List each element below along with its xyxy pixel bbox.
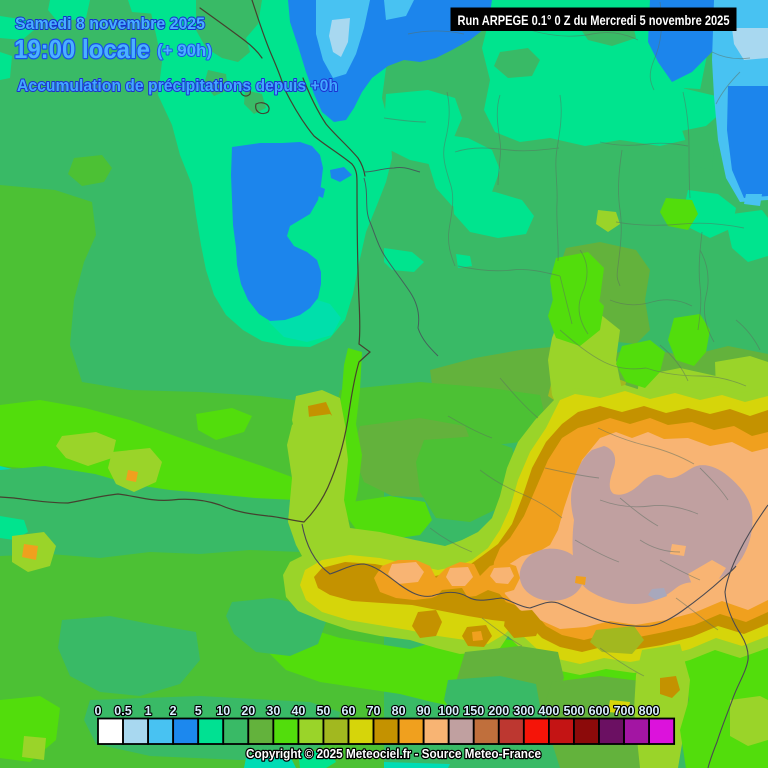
svg-text:2: 2 (170, 704, 177, 718)
svg-text:Copyright © 2025 Meteociel.fr: Copyright © 2025 Meteociel.fr - Source M… (246, 746, 541, 761)
svg-text:60: 60 (342, 704, 356, 718)
svg-text:200: 200 (488, 704, 509, 718)
svg-text:1: 1 (145, 704, 152, 718)
svg-text:10: 10 (216, 704, 230, 718)
svg-text:Accumulation de précipitations: Accumulation de précipitations depuis +0… (17, 77, 338, 95)
svg-text:30: 30 (266, 704, 280, 718)
svg-text:5: 5 (195, 704, 202, 718)
svg-text:300: 300 (513, 704, 534, 718)
svg-text:20: 20 (241, 704, 255, 718)
svg-text:(+ 90h): (+ 90h) (157, 41, 212, 60)
svg-text:600: 600 (589, 704, 610, 718)
svg-text:400: 400 (538, 704, 559, 718)
svg-text:100: 100 (438, 704, 459, 718)
svg-text:500: 500 (564, 704, 585, 718)
svg-text:800: 800 (639, 704, 660, 718)
svg-text:90: 90 (417, 704, 431, 718)
svg-text:Samedi 8 novembre 2025: Samedi 8 novembre 2025 (15, 14, 205, 33)
svg-text:0: 0 (95, 704, 102, 718)
svg-text:0.5: 0.5 (114, 704, 131, 718)
svg-text:50: 50 (316, 704, 330, 718)
svg-text:40: 40 (291, 704, 305, 718)
svg-text:70: 70 (367, 704, 381, 718)
svg-text:80: 80 (392, 704, 406, 718)
svg-text:700: 700 (614, 704, 635, 718)
svg-text:150: 150 (463, 704, 484, 718)
svg-text:Run ARPEGE 0.1° 0 Z du Mercred: Run ARPEGE 0.1° 0 Z du Mercredi 5 novemb… (458, 12, 730, 28)
svg-text:19:00 locale: 19:00 locale (14, 34, 150, 64)
